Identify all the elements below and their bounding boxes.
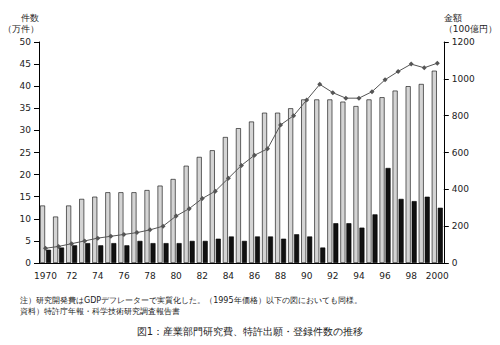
svg-text:74: 74 [92, 271, 104, 281]
svg-text:90: 90 [301, 271, 313, 281]
svg-text:35: 35 [20, 103, 31, 113]
svg-text:86: 86 [249, 271, 261, 281]
svg-text:200: 200 [452, 221, 469, 231]
svg-text:資料）特許庁年報・科学技術研究調査報告書: 資料）特許庁年報・科学技術研究調査報告書 [20, 307, 180, 316]
svg-text:80: 80 [170, 271, 182, 281]
svg-text:40: 40 [20, 81, 32, 91]
svg-text:72: 72 [66, 271, 77, 281]
svg-text:92: 92 [327, 271, 338, 281]
svg-text:（100億円）: （100億円） [444, 24, 497, 34]
svg-text:800: 800 [452, 111, 469, 121]
svg-text:82: 82 [197, 271, 208, 281]
svg-text:5: 5 [25, 236, 31, 246]
svg-text:（万件）: （万件） [3, 24, 39, 34]
svg-text:1000: 1000 [452, 74, 475, 84]
svg-text:0: 0 [452, 258, 458, 268]
svg-text:1200: 1200 [452, 37, 475, 47]
svg-text:1970: 1970 [34, 271, 57, 281]
svg-text:76: 76 [118, 271, 130, 281]
svg-text:金額: 金額 [444, 13, 462, 23]
svg-text:400: 400 [452, 184, 469, 194]
svg-text:30: 30 [20, 125, 32, 135]
svg-text:78: 78 [144, 271, 156, 281]
svg-text:注）研究開発費はGDPデフレーターで実質化した。（1995年: 注）研究開発費はGDPデフレーターで実質化した。（1995年価格）以下の図におい… [20, 296, 362, 305]
svg-text:84: 84 [223, 271, 235, 281]
svg-text:0: 0 [25, 258, 31, 268]
svg-text:25: 25 [20, 148, 31, 158]
svg-text:50: 50 [20, 37, 32, 47]
svg-text:45: 45 [20, 59, 31, 69]
svg-text:図1：産業部門研究費、特許出願・登録件数の推移: 図1：産業部門研究費、特許出願・登録件数の推移 [137, 326, 363, 337]
svg-text:10: 10 [20, 214, 32, 224]
svg-text:96: 96 [379, 271, 391, 281]
svg-text:15: 15 [20, 192, 31, 202]
svg-text:600: 600 [452, 148, 469, 158]
svg-text:20: 20 [20, 170, 32, 180]
svg-text:2000: 2000 [426, 271, 449, 281]
svg-text:88: 88 [275, 271, 287, 281]
svg-text:94: 94 [353, 271, 365, 281]
svg-text:件数: 件数 [21, 13, 39, 23]
svg-text:98: 98 [405, 271, 417, 281]
